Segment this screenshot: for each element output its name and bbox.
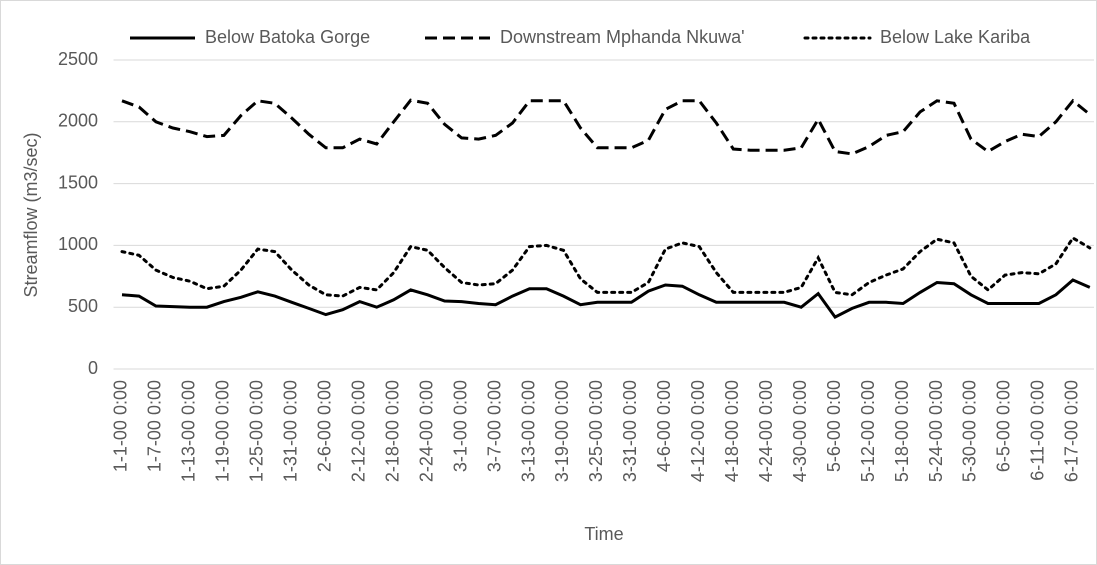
x-tick-label: 3-1-00 0:00 bbox=[450, 380, 470, 472]
x-tick-label: 1-1-00 0:00 bbox=[111, 380, 131, 472]
x-tick-label: 6-5-00 0:00 bbox=[994, 380, 1014, 472]
legend-label: Below Batoka Gorge bbox=[205, 27, 370, 47]
x-tick-label: 6-11-00 0:00 bbox=[1028, 380, 1048, 481]
series-line bbox=[121, 98, 1091, 156]
x-tick-label: 4-6-00 0:00 bbox=[654, 380, 674, 472]
x-tick-label: 4-12-00 0:00 bbox=[688, 380, 708, 482]
x-tick-label: 3-13-00 0:00 bbox=[518, 380, 538, 482]
x-tick-label: 1-7-00 0:00 bbox=[145, 380, 165, 472]
x-tick-label: 5-30-00 0:00 bbox=[960, 380, 980, 482]
x-tick-label: 5-24-00 0:00 bbox=[926, 380, 946, 482]
x-tick-label: 3-19-00 0:00 bbox=[552, 380, 572, 482]
x-tick-label: 4-24-00 0:00 bbox=[756, 380, 776, 482]
x-tick-label: 5-18-00 0:00 bbox=[892, 380, 912, 482]
x-tick-label: 3-25-00 0:00 bbox=[586, 380, 606, 482]
y-tick-label: 1000 bbox=[58, 234, 98, 254]
legend-label: Below Lake Kariba bbox=[880, 27, 1031, 47]
x-tick-label: 2-24-00 0:00 bbox=[416, 380, 436, 482]
series-line bbox=[120, 235, 1092, 298]
y-tick-label: 500 bbox=[68, 296, 98, 316]
x-tick-label: 2-6-00 0:00 bbox=[315, 380, 335, 472]
x-tick-label: 2-18-00 0:00 bbox=[382, 380, 402, 482]
x-tick-label: 4-18-00 0:00 bbox=[722, 380, 742, 482]
x-tick-label: 1-31-00 0:00 bbox=[281, 380, 301, 482]
y-axis-title: Streamflow (m3/sec) bbox=[21, 132, 41, 297]
x-tick-label: 5-12-00 0:00 bbox=[858, 380, 878, 482]
x-tick-label: 6-17-00 0:00 bbox=[1062, 380, 1082, 482]
y-tick-label: 2000 bbox=[58, 111, 98, 131]
series-line bbox=[121, 278, 1091, 320]
x-tick-label: 1-25-00 0:00 bbox=[247, 380, 267, 482]
x-tick-label: 4-30-00 0:00 bbox=[790, 380, 810, 482]
x-tick-label: 2-12-00 0:00 bbox=[348, 380, 368, 482]
x-tick-label: 3-31-00 0:00 bbox=[620, 380, 640, 482]
x-tick-label: 5-6-00 0:00 bbox=[824, 380, 844, 472]
x-tick-label: 3-7-00 0:00 bbox=[484, 380, 504, 472]
x-tick-label: 1-13-00 0:00 bbox=[179, 380, 199, 482]
x-axis-title: Time bbox=[584, 524, 623, 544]
y-tick-label: 2500 bbox=[58, 49, 98, 69]
x-tick-label: 1-19-00 0:00 bbox=[213, 380, 233, 482]
y-tick-label: 1500 bbox=[58, 172, 98, 192]
legend-label: Downstream Mphanda Nkuwa' bbox=[500, 27, 745, 47]
y-tick-label: 0 bbox=[88, 358, 98, 378]
